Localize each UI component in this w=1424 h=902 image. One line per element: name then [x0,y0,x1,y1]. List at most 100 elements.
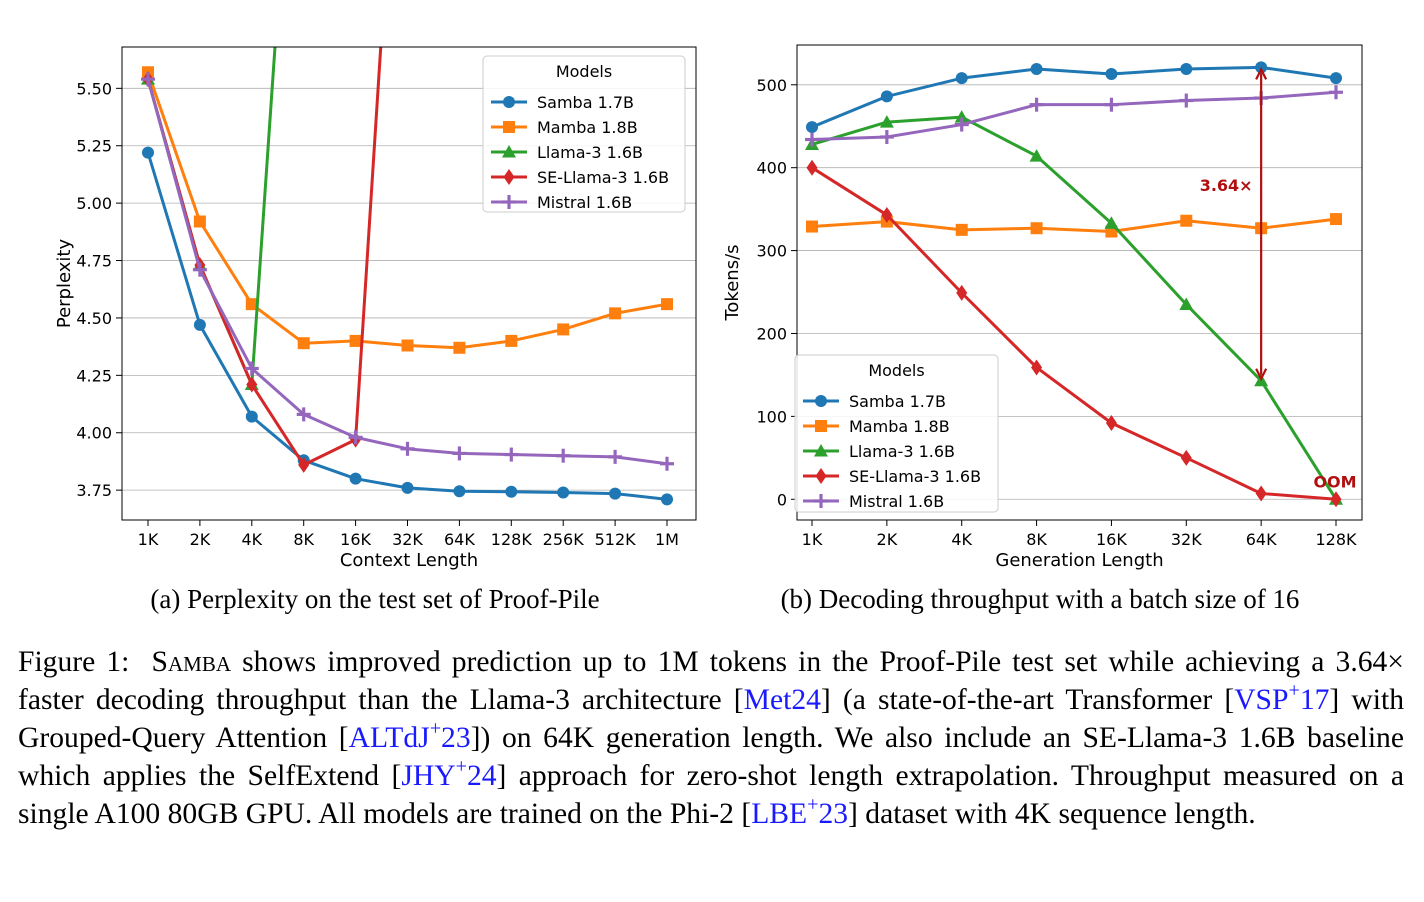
legend: Models Samba 1.7B Mamba 1.8B Llama-3 1.6B SE… [482,55,686,213]
data-point-samba-1-7b [806,121,818,134]
data-point-se-llama-3-1-6b [298,456,310,473]
legend-label: Llama-3 1.6B [849,442,955,461]
subcaption-a: (a) Perplexity on the test set of Proof-… [150,584,600,614]
legend-marker [814,444,828,457]
x-tick-label: 32K [1171,530,1202,549]
legend-label: SE-Llama-3 1.6B [849,467,981,486]
legend-item-se-llama-3-1-6b: SE-Llama-3 1.6B [803,467,981,486]
data-point-mistral-1-6b [1329,85,1343,100]
legend-label: Mistral 1.6B [537,193,632,212]
series-line-samba-1-7b [811,65,1337,129]
legend-title: Models [556,62,612,81]
data-point-mamba-1-8b [661,298,673,311]
x-tick-label: 16K [1096,530,1127,549]
x-tick-label: 1M [655,530,679,549]
citation-jhy-year: 24 [466,760,497,792]
annotations: 3.64× OOM [1200,66,1357,491]
y-axis-title: Tokens/s [722,244,743,321]
caption-text-1: shows improved prediction up to 1M token… [18,646,1404,716]
speedup-arrow [1255,66,1268,382]
data-point-samba-1-7b [193,318,206,331]
data-point-se-llama-3-1-6b [1031,359,1043,376]
legend-label: Mistral 1.6B [849,492,944,511]
data-point-llama-3-1-6b [954,110,969,123]
legend-marker [815,420,827,432]
data-point-mamba-1-8b [557,323,570,336]
citation-altdj23[interactable]: ALTdJ+23 [349,718,471,754]
data-point-se-llama-3-1-6b [1105,415,1117,432]
data-point-se-llama-3-1-6b [1180,449,1192,466]
y-tick-label: 100 [756,407,787,426]
y-tick-label: 5.00 [76,194,112,213]
data-point-mamba-1-8b [1030,222,1043,235]
speedup-arrow-head-up [1255,66,1268,80]
data-point-mistral-1-6b [244,361,259,376]
legend-label: Llama-3 1.6B [537,143,643,162]
data-point-mistral-1-6b [1104,97,1119,112]
data-point-mamba-1-8b [1330,213,1342,226]
citation-lbe23[interactable]: LBE+23 [751,794,849,830]
legend-item-samba-1-7b: Samba 1.7B [491,93,634,112]
data-point-se-llama-3-1-6b [1255,485,1267,502]
data-point-samba-1-7b [661,493,673,506]
data-point-llama-3-1-6b [1104,216,1119,229]
series-line-mistral-1-6b [811,90,1337,142]
legend-marker [815,468,827,484]
legend-label: SE-Llama-3 1.6B [537,168,669,187]
data-point-mistral-1-6b [608,449,623,464]
data-point-se-llama-3-1-6b [1330,491,1342,508]
data-point-mistral-1-6b [504,447,519,462]
series-se-llama-3-1-6b [806,159,1342,508]
data-point-samba-1-7b [955,72,968,85]
series-mistral-1-6b [805,85,1343,147]
data-point-mistral-1-6b [348,430,363,445]
data-point-mistral-1-6b [954,117,969,132]
citation-vsp17[interactable]: VSP+17 [1234,680,1329,716]
series-line-mamba-1-8b [811,217,1337,234]
caption-text-6: ] dataset with 4K sequence length. [848,798,1256,830]
y-tick-label: 3.75 [76,481,112,500]
speedup-label: 3.64× [1200,176,1253,195]
data-point-mamba-1-8b [297,337,310,350]
data-point-mistral-1-6b [1029,97,1044,112]
legend-marker [503,169,515,185]
y-tick-label: 4.00 [76,424,112,443]
x-tick-label: 4K [241,530,262,549]
y-tick-label: 4.75 [76,252,112,271]
x-axis-title: Generation Length [995,550,1163,571]
citation-met24[interactable]: Met24 [743,684,821,716]
x-tick-label: 1K [138,530,159,549]
citation-lbe-year: 23 [818,798,849,830]
plot-area [805,61,1343,508]
data-point-mistral-1-6b [452,446,467,461]
data-point-se-llama-3-1-6b [956,284,968,301]
legend-item-mistral-1-6b: Mistral 1.6B [491,193,632,212]
citation-lbe-key: LBE [751,798,808,830]
series-line-se-llama-3-1-6b [146,47,383,467]
legend-label: Mamba 1.8B [849,417,950,436]
speedup-arrow-head-down [1255,368,1268,382]
data-point-se-llama-3-1-6b [881,206,893,223]
legend-item-se-llama-3-1-6b: SE-Llama-3 1.6B [491,168,669,187]
data-point-mamba-1-8b [955,223,968,236]
x-tick-label: 1K [802,530,823,549]
data-point-llama-3-1-6b [1179,297,1194,310]
y-tick-label: 400 [756,159,787,178]
x-tick-label: 4K [951,530,972,549]
data-point-mistral-1-6b [879,130,894,145]
data-point-samba-1-7b [505,485,518,498]
x-tick-label: 64K [444,530,475,549]
y-tick-label: 200 [756,324,787,343]
data-point-mamba-1-8b [453,341,466,354]
caption-text-2: ] (a state-of-the-art Transformer [ [820,684,1235,716]
citation-vsp-sup: + [1288,679,1300,702]
data-point-mamba-1-8b [609,307,622,320]
data-point-samba-1-7b [1330,72,1342,85]
legend-label: Mamba 1.8B [537,118,638,137]
y-tick-label: 0 [777,490,787,509]
data-point-samba-1-7b [1030,63,1043,76]
x-tick-label: 32K [392,530,423,549]
legend-item-mamba-1-8b: Mamba 1.8B [491,118,638,137]
citation-jhy24[interactable]: JHY+24 [401,756,497,792]
